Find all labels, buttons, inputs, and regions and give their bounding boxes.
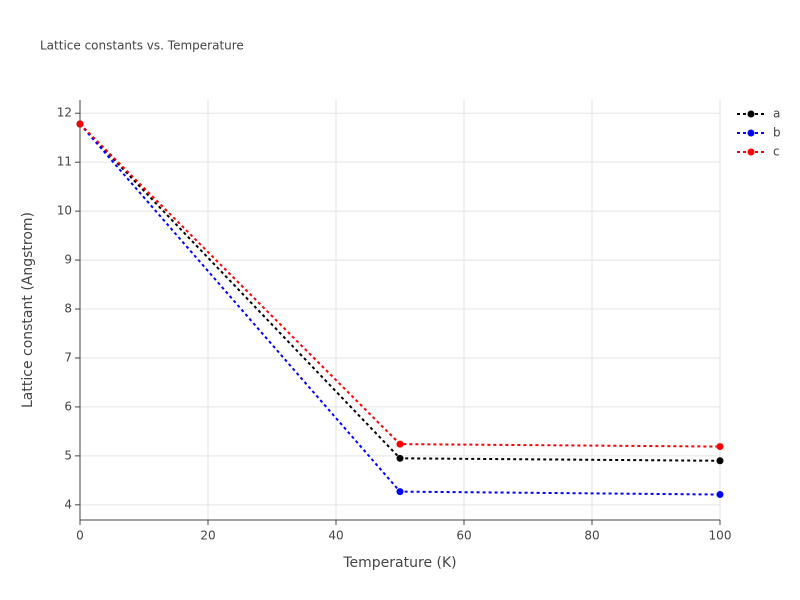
- legend-marker: [747, 148, 755, 156]
- y-tick-label: 9: [64, 253, 72, 267]
- y-tick-label: 5: [64, 448, 72, 462]
- y-tick-label: 11: [57, 155, 72, 169]
- x-tick-label: 80: [584, 529, 599, 543]
- legend-label: a: [773, 107, 780, 121]
- x-tick-label: 40: [328, 529, 343, 543]
- y-tick-label: 8: [64, 302, 72, 316]
- data-point: [396, 440, 404, 448]
- x-axis-title: Temperature (K): [342, 555, 456, 571]
- x-tick-label: 20: [200, 529, 215, 543]
- legend-marker: [747, 110, 755, 118]
- series-line: [79, 123, 721, 448]
- data-point: [716, 457, 724, 465]
- data-point: [716, 491, 724, 499]
- x-tick-label: 60: [456, 529, 471, 543]
- legend-label: b: [773, 126, 781, 140]
- y-tick-label: 7: [64, 350, 72, 364]
- data-point: [396, 454, 404, 462]
- y-tick-label: 10: [57, 204, 72, 218]
- x-tick-label: 100: [709, 529, 732, 543]
- y-tick-label: 4: [64, 497, 72, 511]
- legend-marker: [747, 129, 755, 137]
- y-tick-label: 6: [64, 399, 72, 413]
- data-point: [396, 488, 404, 496]
- x-tick-label: 0: [76, 529, 84, 543]
- y-axis-title: Lattice constant (Angstrom): [20, 212, 36, 408]
- data-point: [76, 120, 84, 128]
- data-point: [716, 443, 724, 451]
- legend-label: c: [773, 145, 780, 159]
- chart-title: Lattice constants vs. Temperature: [40, 39, 244, 53]
- series-line: [79, 123, 721, 462]
- y-tick-label: 12: [57, 106, 72, 120]
